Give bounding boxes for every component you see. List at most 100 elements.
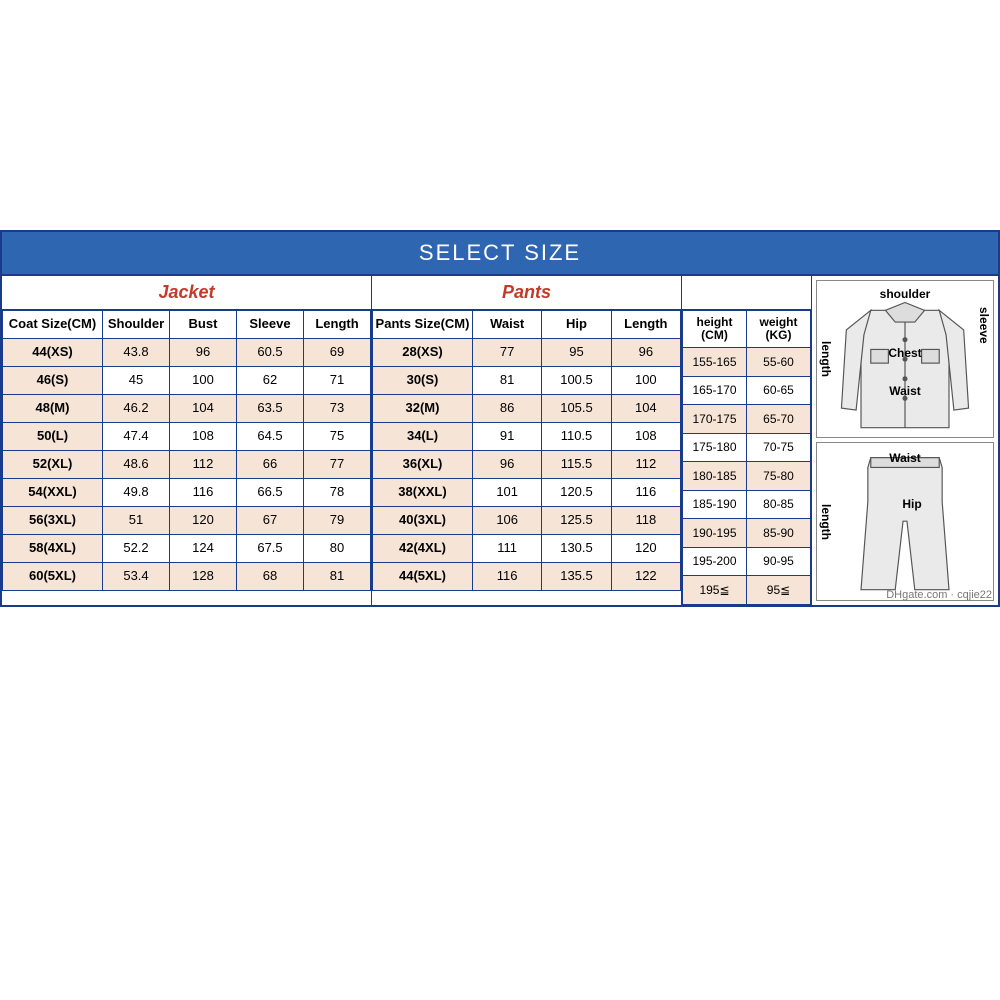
table-cell: 100 (611, 367, 680, 395)
table-cell: 73 (304, 395, 371, 423)
height-weight-section: height(CM)weight(KG) 155-16555-60165-170… (682, 276, 812, 605)
table-cell: 52.2 (103, 535, 170, 563)
table-row: 44(5XL)116135.5122 (373, 563, 681, 591)
table-row: 52(XL)48.61126677 (3, 451, 371, 479)
table-cell: 118 (611, 507, 680, 535)
column-header: Shoulder (103, 311, 170, 339)
table-cell: 175-180 (683, 433, 747, 462)
table-cell: 120.5 (542, 479, 611, 507)
table-cell: 100 (170, 367, 237, 395)
column-header: Bust (170, 311, 237, 339)
table-cell: 46.2 (103, 395, 170, 423)
table-cell: 42(4XL) (373, 535, 473, 563)
table-cell: 46(S) (3, 367, 103, 395)
table-cell: 185-190 (683, 490, 747, 519)
table-cell: 40(3XL) (373, 507, 473, 535)
table-cell: 104 (611, 395, 680, 423)
table-cell: 68 (237, 563, 304, 591)
table-cell: 75-80 (747, 462, 811, 491)
table-cell: 38(XXL) (373, 479, 473, 507)
table-cell: 195-200 (683, 547, 747, 576)
table-cell: 80-85 (747, 490, 811, 519)
banner-title: SELECT SIZE (2, 232, 998, 276)
table-cell: 44(5XL) (373, 563, 473, 591)
table-cell: 62 (237, 367, 304, 395)
pants-section: Pants Pants Size(CM)WaistHipLength 28(XS… (372, 276, 682, 605)
table-row: 44(XS)43.89660.569 (3, 339, 371, 367)
table-cell: 112 (170, 451, 237, 479)
table-cell: 96 (170, 339, 237, 367)
label-pants-waist: Waist (889, 451, 921, 465)
table-cell: 80 (304, 535, 371, 563)
table-cell: 165-170 (683, 376, 747, 405)
table-cell: 45 (103, 367, 170, 395)
table-cell: 108 (170, 423, 237, 451)
table-cell: 60.5 (237, 339, 304, 367)
table-cell: 105.5 (542, 395, 611, 423)
label-pants-length: length (819, 504, 833, 540)
table-row: 180-18575-80 (683, 462, 811, 491)
table-cell: 190-195 (683, 519, 747, 548)
column-header: Hip (542, 311, 611, 339)
table-row: 195≦95≦ (683, 576, 811, 605)
table-cell: 130.5 (542, 535, 611, 563)
table-row: 38(XXL)101120.5116 (373, 479, 681, 507)
table-cell: 49.8 (103, 479, 170, 507)
table-row: 58(4XL)52.212467.580 (3, 535, 371, 563)
table-row: 46(S)451006271 (3, 367, 371, 395)
table-row: 32(M)86105.5104 (373, 395, 681, 423)
table-cell: 30(S) (373, 367, 473, 395)
table-row: 165-17060-65 (683, 376, 811, 405)
column-header: Length (611, 311, 680, 339)
table-cell: 95≦ (747, 576, 811, 605)
diagram-section: shoulder length sleeve Chest Waist (812, 276, 998, 605)
table-cell: 86 (473, 395, 542, 423)
table-row: 28(XS)779596 (373, 339, 681, 367)
table-cell: 135.5 (542, 563, 611, 591)
column-header: weight(KG) (747, 311, 811, 348)
label-chest: Chest (888, 346, 921, 360)
label-shoulder: shoulder (880, 287, 931, 301)
table-row: 54(XXL)49.811666.578 (3, 479, 371, 507)
watermark: DHgate.com · cqjie22 (886, 589, 992, 601)
table-row: 42(4XL)111130.5120 (373, 535, 681, 563)
table-cell: 70-75 (747, 433, 811, 462)
table-cell: 77 (473, 339, 542, 367)
table-row: 170-17565-70 (683, 405, 811, 434)
table-cell: 66 (237, 451, 304, 479)
height-weight-table: height(CM)weight(KG) 155-16555-60165-170… (682, 310, 811, 605)
table-cell: 155-165 (683, 348, 747, 377)
table-row: 30(S)81100.5100 (373, 367, 681, 395)
table-cell: 128 (170, 563, 237, 591)
table-row: 34(L)91110.5108 (373, 423, 681, 451)
label-sleeve: sleeve (977, 307, 991, 344)
table-cell: 106 (473, 507, 542, 535)
table-cell: 116 (611, 479, 680, 507)
table-row: 175-18070-75 (683, 433, 811, 462)
table-cell: 116 (170, 479, 237, 507)
table-row: 190-19585-90 (683, 519, 811, 548)
table-row: 50(L)47.410864.575 (3, 423, 371, 451)
table-cell: 67 (237, 507, 304, 535)
table-cell: 120 (611, 535, 680, 563)
label-length: length (819, 341, 833, 377)
table-cell: 44(XS) (3, 339, 103, 367)
table-cell: 54(XXL) (3, 479, 103, 507)
table-cell: 64.5 (237, 423, 304, 451)
table-cell: 116 (473, 563, 542, 591)
table-cell: 91 (473, 423, 542, 451)
table-cell: 50(L) (3, 423, 103, 451)
jacket-title: Jacket (2, 276, 371, 310)
table-cell: 101 (473, 479, 542, 507)
table-row: 56(3XL)511206779 (3, 507, 371, 535)
table-cell: 32(M) (373, 395, 473, 423)
table-cell: 96 (611, 339, 680, 367)
table-cell: 85-90 (747, 519, 811, 548)
table-cell: 66.5 (237, 479, 304, 507)
table-cell: 48.6 (103, 451, 170, 479)
table-row: 155-16555-60 (683, 348, 811, 377)
table-cell: 78 (304, 479, 371, 507)
table-cell: 77 (304, 451, 371, 479)
table-cell: 115.5 (542, 451, 611, 479)
table-cell: 36(XL) (373, 451, 473, 479)
